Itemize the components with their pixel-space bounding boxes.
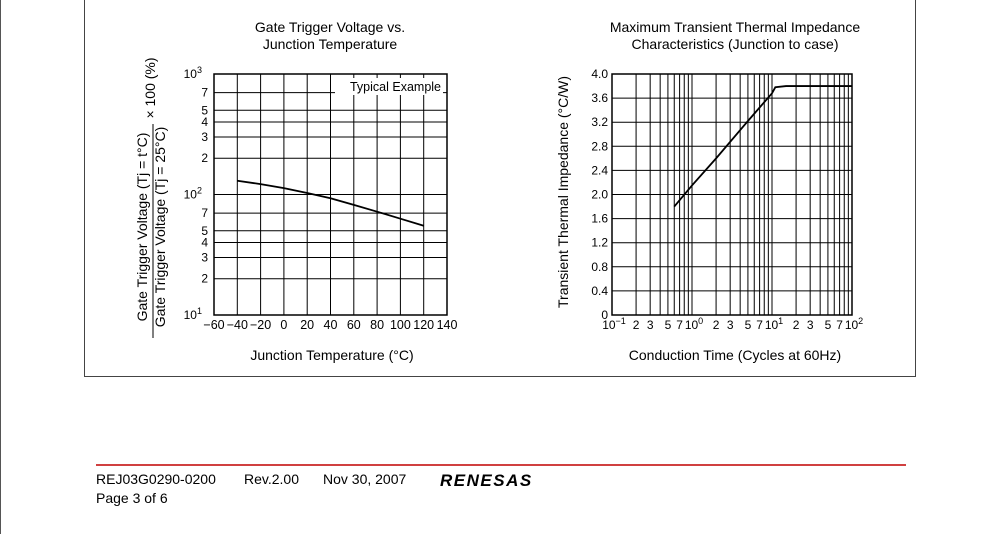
chart2-x-tick-label: 5 [745,318,752,332]
chart1-y-tick-label: 7 [201,206,208,220]
chart2-y-tick-label: 0.8 [591,260,608,274]
chart1-y-tick-label: 4 [201,235,208,249]
chart1-series [237,179,424,227]
chart2-x-tick-label: 2 [633,318,640,332]
chart1-series-line [237,179,424,227]
chart2-x-decade-label: 10−1 [602,316,626,332]
chart1-ticks: −60 −40 −20 0 20 40 60 80 100 120 1402345723457101… [184,65,458,332]
footer-page-number: Page 3 of 6 [96,490,168,506]
chart2-x-tick-label: 7 [756,318,763,332]
chart1-plot-frame [213,73,448,316]
chart1-grid [213,73,448,316]
chart2-x-decade-label: 101 [765,316,783,332]
chart2-ticks: 00.40.81.21.62.02.42.83.23.64.02 3 5 7 2 3 5 7 2… [591,67,863,332]
chart1-x-tick-label: 60 [347,318,361,332]
chart1-y-axis-label: Gate Trigger Voltage (Tj = t°C) Gate Tri… [134,57,168,338]
chart2-x-tick-label: 7 [836,318,843,332]
chart1-y-tick-label: 2 [201,151,208,165]
chart2-x-tick-label: 7 [676,318,683,332]
chart2-y-axis-label: Transient Thermal Impedance (°C/W) [555,76,571,308]
chart1-y-label-numerator: Gate Trigger Voltage (Tj = t°C) [134,133,150,322]
chart1-x-tick-label: 140 [437,318,458,332]
charts-svg: Gate Trigger Voltage vs. Junction Temper… [134,19,863,363]
chart1-x-tick-label: 20 [300,318,314,332]
chart2-y-tick-label: 4.0 [591,67,608,81]
chart2-x-tick-label: 3 [727,318,734,332]
footer-doc-id: REJ03G0290-0200 [96,471,216,487]
footer-date: Nov 30, 2007 [323,471,407,487]
chart1-y-tick-label: 4 [201,115,208,129]
chart1-x-axis-label: Junction Temperature (°C) [250,347,413,363]
chart2-x-decade-label: 100 [685,316,703,332]
footer-revision: Rev.2.00 [244,471,299,487]
chart1-y-tick-label: 5 [201,224,208,238]
chart1-y-decade-label: 102 [184,186,202,202]
chart2-title-line1: Maximum Transient Thermal Impedance [610,19,860,35]
chart2-x-axis-label: Conduction Time (Cycles at 60Hz) [629,347,841,363]
chart2-y-tick-label: 1.6 [591,212,608,226]
chart1-x-tick-label: −60 [203,318,224,332]
chart1-y-label-denominator: Gate Trigger Voltage (Tj = 25°C) [152,127,168,328]
svg-text:RENESAS: RENESAS [440,471,533,490]
chart2-title-line2: Characteristics (Junction to case) [632,36,839,52]
chart1-x-tick-label: −20 [250,318,271,332]
page-edge [0,0,1,534]
chart2-x-tick-label: 5 [825,318,832,332]
chart2-series-line [673,85,852,208]
chart2-y-tick-label: 0.4 [591,284,608,298]
chart1-annotation-box [335,78,443,95]
chart2-y-tick-label: 0 [601,308,608,322]
chart1-x-tick-label: 120 [413,318,434,332]
chart1-x-tick-label: −40 [227,318,248,332]
chart2-x-tick-label: 5 [665,318,672,332]
chart2-y-tick-label: 2.8 [591,139,608,153]
chart2-series [673,85,852,208]
chart1-y-decade-label: 103 [184,65,202,81]
chart1-x-tick-label: 100 [390,318,411,332]
chart1-y-tick-label: 3 [201,251,208,265]
chart2-grid [611,73,853,316]
chart2-y-tick-label: 3.6 [591,91,608,105]
figure-panel: Gate Trigger Voltage vs. Junction Temper… [84,0,916,377]
chart1-title-line2: Junction Temperature [263,36,398,52]
chart1-y-label-suffix: × 100 (%) [142,57,158,118]
renesas-logo: RENESAS [440,471,533,490]
chart1-title-line1: Gate Trigger Voltage vs. [255,19,405,35]
chart2-y-tick-label: 2.0 [591,188,608,202]
chart2-y-tick-label: 1.2 [591,236,608,250]
chart2-y-tick-label: 3.2 [591,115,608,129]
chart1-x-tick-label: 0 [280,318,287,332]
chart1-y-decade-label: 101 [184,306,202,322]
chart1-annotation: Typical Example [350,80,441,94]
chart2-x-tick-label: 3 [647,318,654,332]
chart2-x-decade-label: 102 [845,316,863,332]
chart1-y-tick-label: 7 [201,86,208,100]
chart2-x-tick-label: 3 [807,318,814,332]
chart1-x-tick-label: 40 [324,318,338,332]
chart2-plot-frame [611,73,853,316]
chart1-y-tick-label: 2 [201,272,208,286]
chart2-y-tick-label: 2.4 [591,163,608,177]
chart2-x-tick-label: 2 [713,318,720,332]
chart2-x-tick-label: 2 [793,318,800,332]
footer-rule [96,464,906,466]
chart1-y-tick-label: 3 [201,130,208,144]
chart1-y-tick-label: 5 [201,103,208,117]
chart1-x-tick-label: 80 [370,318,384,332]
